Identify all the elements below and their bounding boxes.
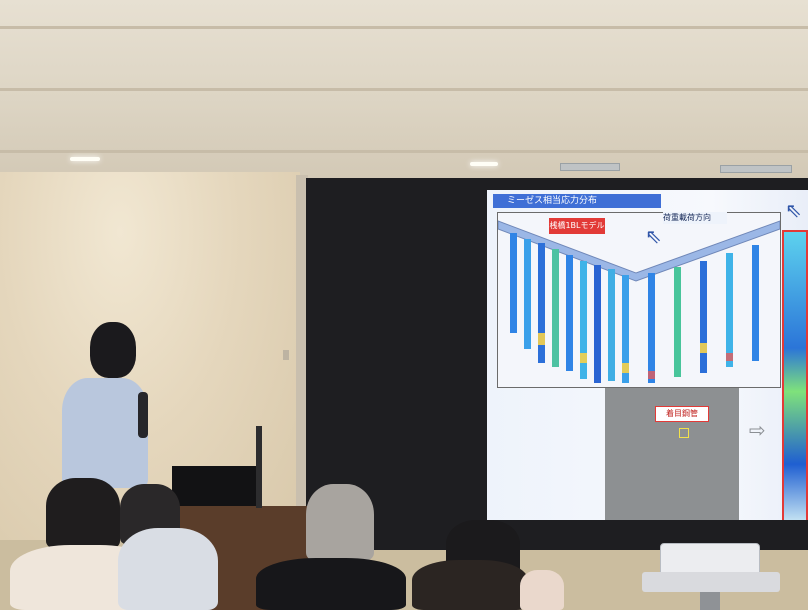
model-label: 桟橋1BLモデル	[549, 218, 605, 234]
audience-shoulders	[412, 560, 528, 610]
mic-stand	[256, 426, 262, 508]
microphone	[138, 392, 148, 438]
audience-head	[46, 478, 120, 548]
presentation-slide: ミーゼス相当応力分布	[487, 190, 808, 520]
load-arrow-icon: ⇖	[645, 224, 662, 248]
ceiling-beam	[0, 88, 808, 91]
ceiling-beam	[0, 150, 808, 153]
slide-title: ミーゼス相当応力分布	[493, 194, 661, 208]
audience-head	[306, 484, 374, 560]
focus-pipe-label: 着目鋼管	[655, 406, 709, 422]
load-direction-label: 荷重載荷方向	[663, 212, 727, 224]
audience-shoulders	[256, 558, 406, 610]
focus-pipe-marker	[679, 428, 689, 438]
laptop	[172, 466, 256, 506]
cross-section-strip	[782, 230, 808, 520]
ceiling-light	[470, 162, 498, 166]
pile-stress-panel	[497, 212, 781, 388]
ceiling-vent	[720, 165, 792, 173]
corner-arrow-icon: ⇖	[785, 198, 802, 222]
ceiling-vent	[560, 163, 620, 171]
right-arrow-icon: ⇨	[749, 418, 766, 442]
wall-switch	[283, 350, 289, 360]
speaker-head	[90, 322, 136, 378]
speaker-shirt	[62, 378, 148, 488]
projector-table-leg	[700, 592, 720, 610]
pile-stress-visualization	[497, 220, 781, 383]
projector-table	[642, 572, 780, 592]
audience-shoulders	[520, 570, 564, 610]
ceiling-light	[70, 157, 100, 161]
steel-pipe-piles	[510, 233, 759, 383]
audience-shoulders	[118, 528, 218, 610]
wall-pillar	[296, 175, 308, 555]
ceiling-beam	[0, 26, 808, 29]
